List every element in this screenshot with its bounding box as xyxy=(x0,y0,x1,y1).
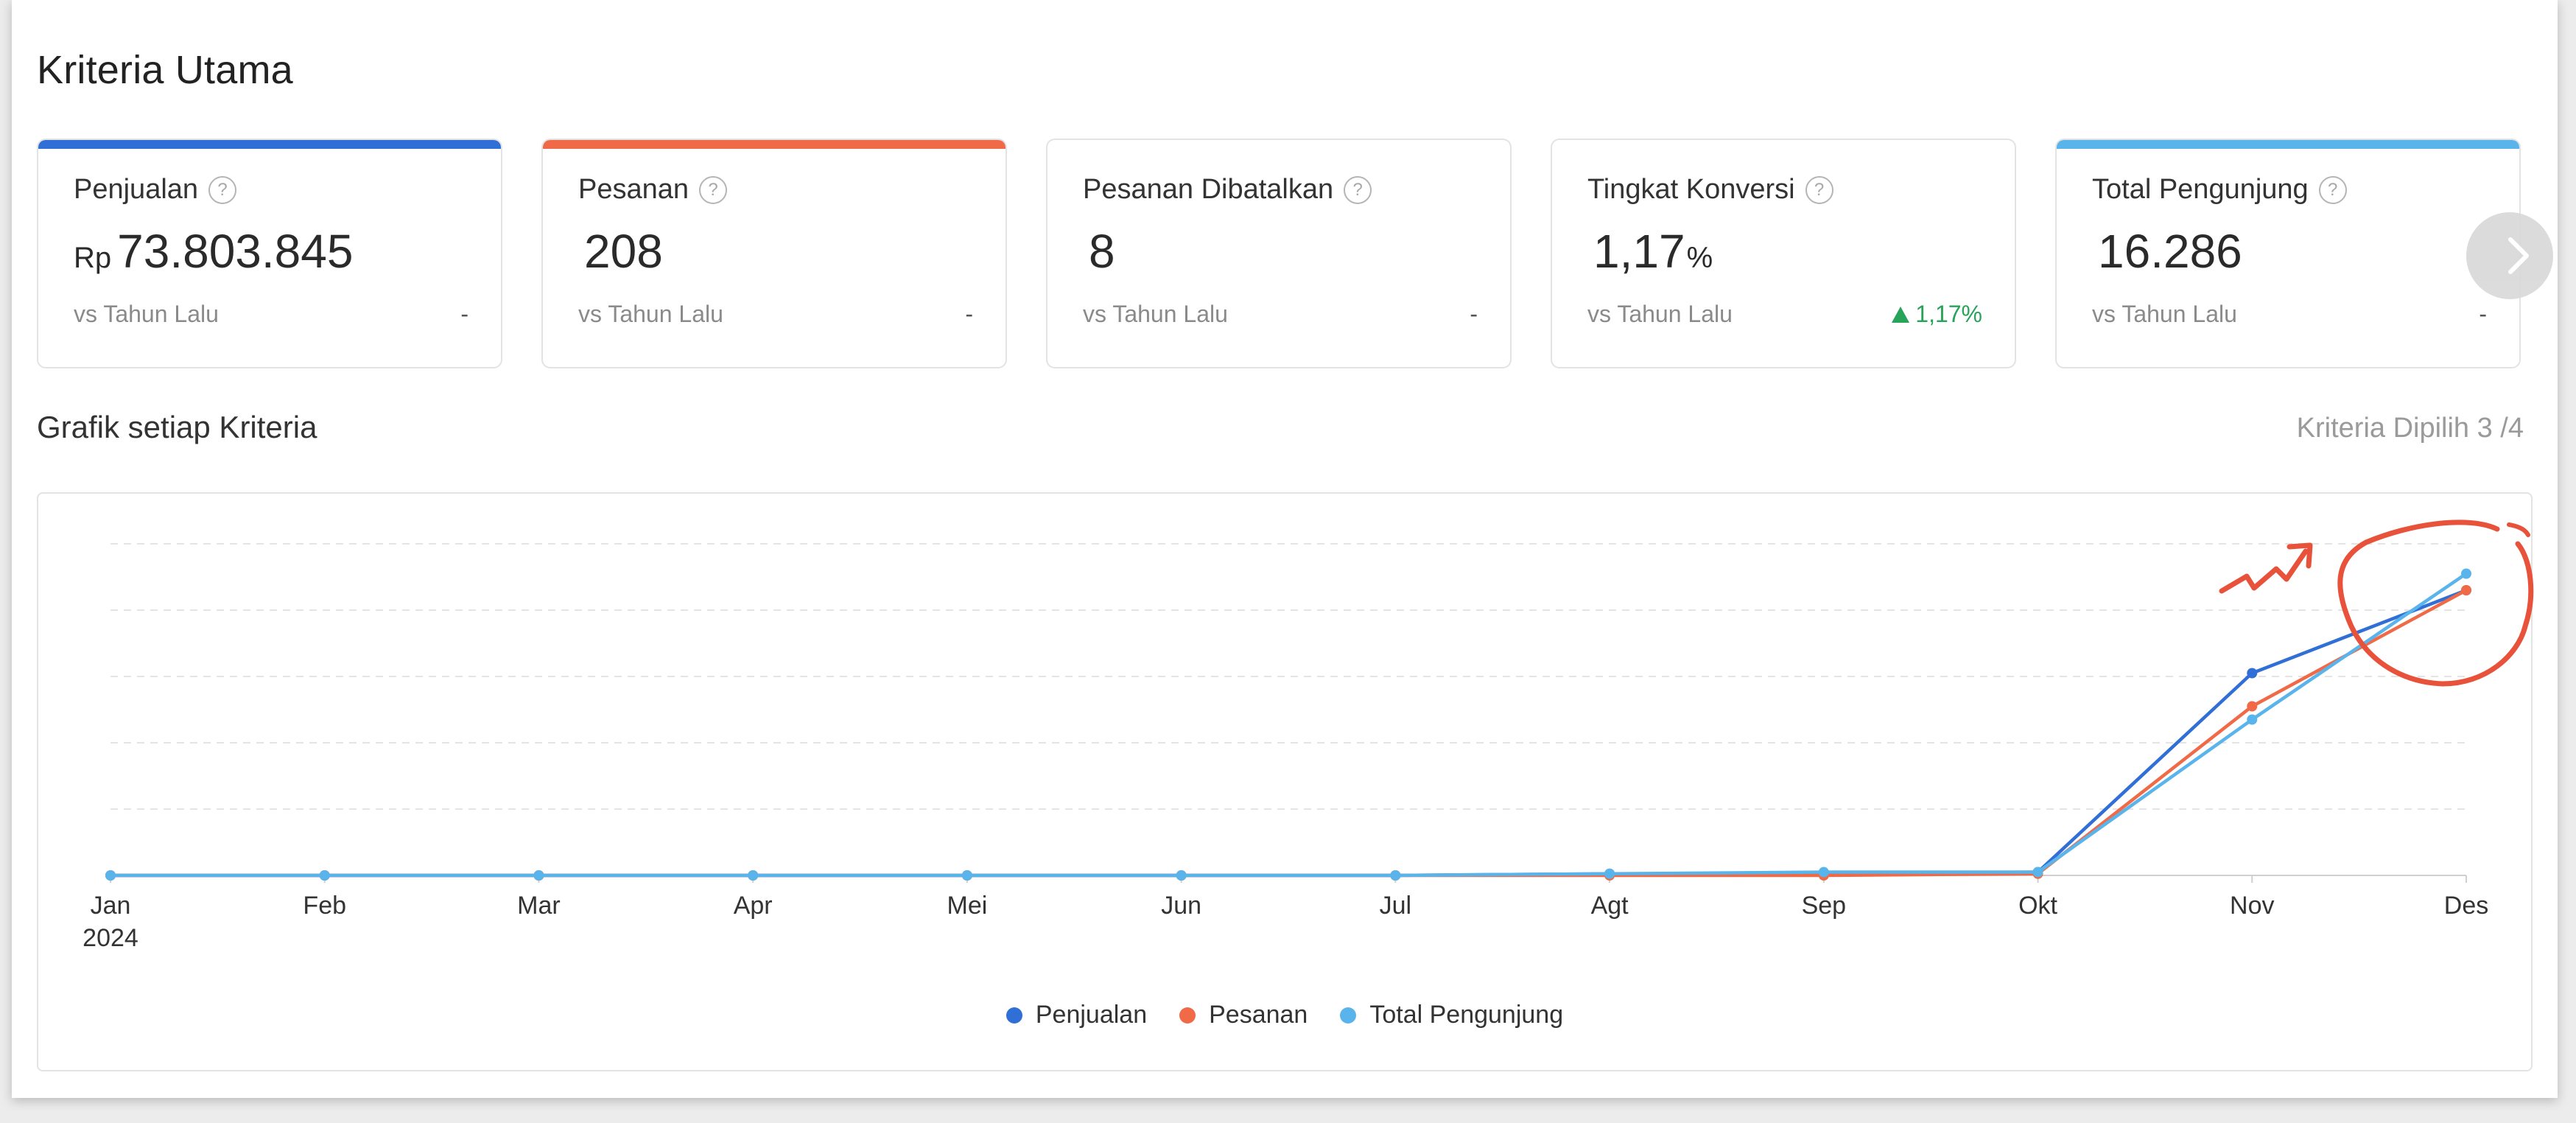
series-line xyxy=(110,588,2467,878)
triangle-up-icon xyxy=(1892,307,1910,323)
series-point xyxy=(2032,867,2043,878)
chevron-right-icon xyxy=(2508,237,2529,274)
metric-number: 208 xyxy=(584,225,663,278)
metric-card-pesanan-dibatalkan[interactable]: Pesanan Dibatalkan? 8 vs Tahun Lalu - xyxy=(1046,139,1512,368)
metric-comparison-label: vs Tahun Lalu xyxy=(578,301,723,327)
legend-label: Penjualan xyxy=(1035,1001,1148,1029)
metric-label: Total Pengunjung xyxy=(2092,174,2309,205)
next-metrics-button[interactable] xyxy=(2466,212,2553,299)
metric-comparison-label: vs Tahun Lalu xyxy=(1083,301,1228,327)
series-point xyxy=(2247,701,2258,712)
metric-change-up: 1,17% xyxy=(1892,301,1982,328)
metric-number: 73.803.845 xyxy=(117,225,354,278)
question-circle-icon[interactable]: ? xyxy=(699,175,728,204)
metric-change: - xyxy=(1470,301,1478,327)
legend-dot xyxy=(1340,1007,1357,1024)
metric-accent-bar xyxy=(2057,140,2519,149)
legend-label: Total Pengunjung xyxy=(1369,1001,1564,1029)
series-point xyxy=(1604,868,1615,879)
x-tick-label: Mar xyxy=(517,892,561,920)
series-line xyxy=(110,572,2468,878)
chart-canvas: Jan Feb Mar Apr Mei Jun Jul Agt Sep Okt Nov Des 2024 xyxy=(83,543,2488,952)
metric-value: 16.286 xyxy=(2092,224,2244,279)
metric-label: Tingkat Konversi xyxy=(1587,174,1795,205)
key-metrics-panel: Kriteria Utama Penjualan? Rp 73.803.845 v… xyxy=(12,0,2558,1098)
x-tick-label: Mei xyxy=(947,892,988,920)
legend-dot xyxy=(1179,1007,1196,1024)
legend-item-penjualan[interactable]: Penjualan xyxy=(1006,1001,1147,1029)
metric-change: - xyxy=(460,301,468,327)
series-point xyxy=(961,870,972,881)
x-tick-label: Sep xyxy=(1802,892,1847,920)
metric-label: Pesanan Dibatalkan xyxy=(1083,174,1334,205)
metric-value: Rp 73.803.845 xyxy=(74,224,354,279)
series-point xyxy=(2247,714,2258,725)
legend-item-total-pengunjung[interactable]: Total Pengunjung xyxy=(1340,1001,1563,1029)
series-point xyxy=(1390,870,1401,881)
series-point xyxy=(2247,668,2258,679)
criteria-line-chart: Jan Feb Mar Apr Mei Jun Jul Agt Sep Okt Nov Des 2024… xyxy=(37,492,2533,1071)
series-point xyxy=(533,870,544,881)
metric-change: - xyxy=(965,301,973,327)
metric-comparison-label: vs Tahun Lalu xyxy=(74,301,219,327)
series-point xyxy=(748,870,759,881)
metric-card-total-pengunjung[interactable]: Total Pengunjung? 16.286 vs Tahun Lalu - xyxy=(2055,139,2521,368)
metric-value: 1,17% xyxy=(1587,224,1713,279)
x-tick-label: Okt xyxy=(2018,892,2057,920)
metric-card-pesanan[interactable]: Pesanan? 208 vs Tahun Lalu - xyxy=(541,139,1007,368)
metric-label: Pesanan xyxy=(578,174,689,205)
x-tick-label: Nov xyxy=(2230,892,2274,920)
question-circle-icon[interactable]: ? xyxy=(208,175,237,204)
currency-prefix: Rp xyxy=(74,242,112,274)
metric-comparison-label: vs Tahun Lalu xyxy=(1587,301,1733,327)
question-circle-icon[interactable]: ? xyxy=(2318,175,2347,204)
page-title: Kriteria Utama xyxy=(37,48,293,92)
metric-value: 8 xyxy=(1083,224,1117,279)
series-point xyxy=(1176,870,1187,881)
metric-label: Penjualan xyxy=(74,174,199,205)
x-tick-label: Jul xyxy=(1380,892,1411,920)
metric-change: - xyxy=(2479,301,2487,327)
x-tick-label: Feb xyxy=(303,892,346,920)
x-year-label: 2024 xyxy=(83,924,138,952)
question-circle-icon[interactable]: ? xyxy=(1805,175,1833,204)
criteria-selected-button[interactable]: Kriteria Dipilih 3 /4 xyxy=(2296,413,2524,444)
question-circle-icon[interactable]: ? xyxy=(1344,175,1372,204)
metric-number: 1,17 xyxy=(1593,225,1685,278)
series-point xyxy=(319,870,330,881)
series-point xyxy=(1818,867,1829,878)
metric-card-tingkat-konversi[interactable]: Tingkat Konversi? 1,17% vs Tahun Lalu 1,… xyxy=(1551,139,2016,368)
series-point xyxy=(2461,568,2471,579)
metric-accent-bar xyxy=(543,140,1006,149)
metric-card-penjualan[interactable]: Penjualan? Rp 73.803.845 vs Tahun Lalu - xyxy=(37,139,502,368)
legend-label: Pesanan xyxy=(1209,1001,1308,1029)
metric-number: 8 xyxy=(1089,225,1115,278)
x-tick-label: Apr xyxy=(734,892,773,920)
legend-dot xyxy=(1006,1007,1022,1024)
x-tick-label: Jan xyxy=(91,892,131,920)
x-tick-label: Jun xyxy=(1161,892,1201,920)
metric-change-value: 1,17% xyxy=(1915,301,1982,327)
x-tick-label: Agt xyxy=(1591,892,1629,920)
x-tick-label: Des xyxy=(2444,892,2488,920)
legend-item-pesanan[interactable]: Pesanan xyxy=(1179,1001,1308,1029)
series-point xyxy=(105,870,116,881)
section-title: Grafik setiap Kriteria xyxy=(37,410,317,444)
series-line xyxy=(110,589,2468,878)
chart-legend: Penjualan Pesanan Total Pengunjung xyxy=(38,1001,2531,1029)
percent-suffix: % xyxy=(1686,242,1713,274)
metric-number: 16.286 xyxy=(2098,225,2242,278)
metric-comparison-label: vs Tahun Lalu xyxy=(2092,301,2237,327)
metric-accent-bar xyxy=(38,140,501,149)
metric-value: 208 xyxy=(578,224,664,279)
series-point xyxy=(2461,585,2471,595)
